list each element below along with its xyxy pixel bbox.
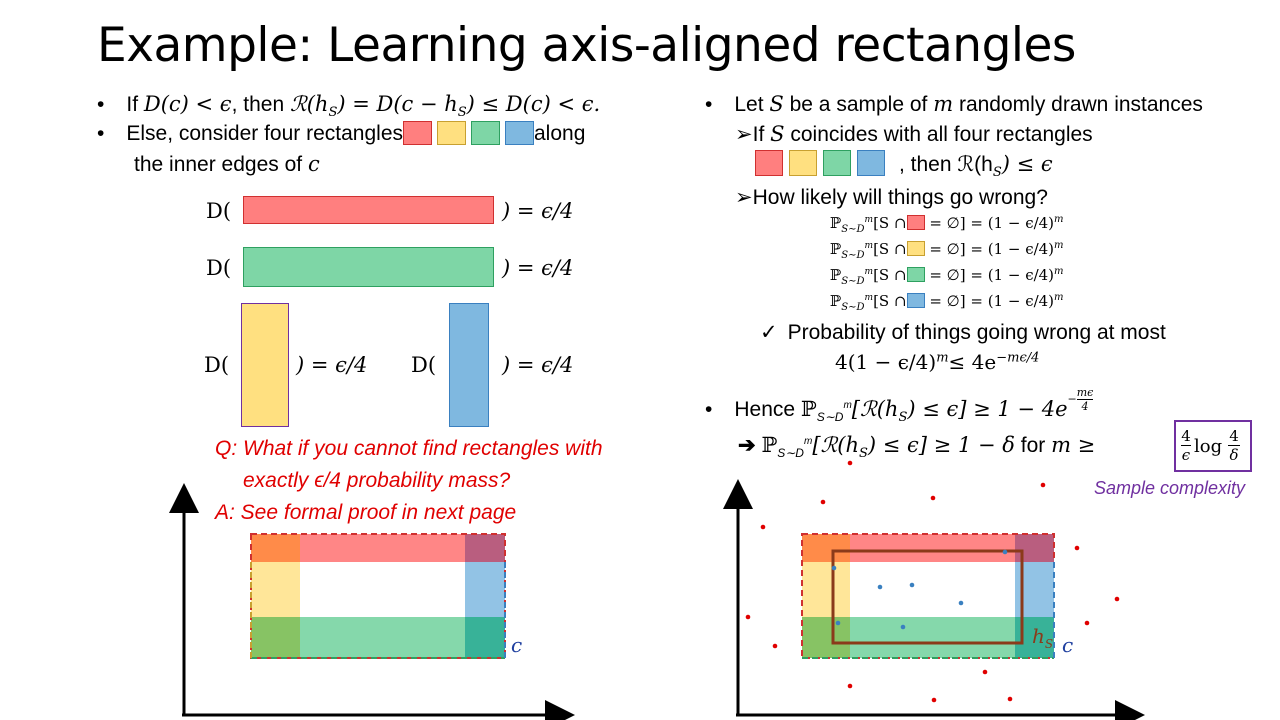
yellow-rect-swatch [437,121,466,145]
positive-points [831,549,1008,630]
yellow-strip-rect [241,303,289,427]
prob-line-green: ℙS∼Dm[S ∩ = ∅] = (1 − ϵ/4)m [830,266,1064,287]
right-sub-2: ➢How likely will things go wrong? [735,186,1048,209]
left-bullet-2: • Else, consider four rectangles along [97,121,586,145]
left-c-label: c [511,633,523,657]
hs-rectangle [831,549,1024,645]
left-overlap-rb [465,534,505,562]
right-diagram [723,460,1145,720]
d-close-4: ) = ϵ/4 [502,353,574,377]
check-line: ✓ Probability of things going wrong at mo… [760,321,1166,344]
d-close-3: ) = ϵ/4 [296,353,368,377]
bound-line: 4(1 − ϵ/4)m≤ 4e−mϵ/4 [835,350,1040,374]
sample-complexity-label: Sample complexity [1094,478,1246,498]
question-text-2: exactly ϵ/4 probability mass? [243,469,511,492]
hence-line: • Hence ℙS∼Dm[ℛ(hS) ≤ ϵ] ≥ 1 − 4e− mϵ 4 [705,385,1094,426]
left-overlap-ry [251,534,300,562]
sample-complexity-box: 4 ϵ log 4 δ [1174,420,1252,472]
arrow-right-icon: ➔ [738,434,756,457]
question-text: Q: What if you cannot find rectangles wi… [215,437,603,460]
red-strip-rect [243,196,494,224]
hs-label: hS [1032,624,1054,651]
answer-text: A: See formal proof in next page [215,501,517,524]
left-overlap-gy [251,617,300,658]
prob-line-yellow: ℙS∼Dm[S ∩ = ∅] = (1 − ϵ/4)m [830,240,1064,261]
left-bullet-1: • If D(c) < ϵ, then ℛ(hS) = D(c − hS) ≤ D… [97,92,601,121]
d-open-1: D( [206,199,232,223]
right-sub-1: ➢If S coincides with all four rectangles [735,122,1093,146]
slide-title: Example: Learning axis-aligned rectangle… [97,18,1076,73]
arrow-line: ➔ ℙS∼Dm[ℛ(hS) ≤ ϵ] ≥ 1 − δ for m ≥ [738,433,1096,462]
check-icon: ✓ [760,321,778,344]
right-c-label: c [1062,633,1074,657]
negative-points [745,460,1120,703]
d-open-4: D( [411,353,437,377]
d-close-1: ) = ϵ/4 [502,199,574,223]
blue-rect-swatch [505,121,534,145]
left-bullet-2-line2: the inner edges of c [134,152,320,176]
green-strip-rect [243,247,494,287]
d-open-3: D( [204,353,230,377]
blue-strip-rect [449,303,489,427]
left-overlap-gb [465,617,505,658]
d-close-2: ) = ϵ/4 [502,256,574,280]
left-diagram [169,483,575,720]
prob-line-blue: ℙS∼Dm[S ∩ = ∅] = (1 − ϵ/4)m [830,292,1064,313]
right-sub-1-line2: , then ℛ(hS) ≤ ϵ [755,150,1053,180]
prob-line-red: ℙS∼Dm[S ∩ = ∅] = (1 − ϵ/4)m [830,214,1064,235]
red-rect-swatch [403,121,432,145]
green-rect-swatch [471,121,500,145]
right-bullet-1: • Let S be a sample of m randomly drawn i… [705,92,1203,116]
d-open-2: D( [206,256,232,280]
